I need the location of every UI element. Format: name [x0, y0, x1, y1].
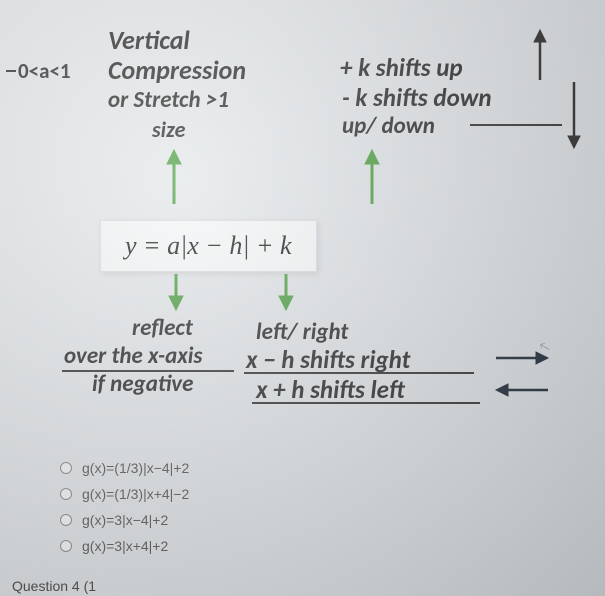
arrow-h-down-icon	[276, 270, 296, 312]
underline-hright	[244, 372, 474, 374]
arrow-left-icon	[492, 380, 552, 400]
radio-icon[interactable]	[60, 514, 72, 526]
reflect-2: over the x-axis	[64, 342, 202, 370]
option-text: g(x)=3|x−4|+2	[82, 512, 168, 528]
option-row[interactable]: g(x)=(1/3)|x−4|+2	[60, 460, 189, 476]
updown: up/ down	[342, 112, 435, 140]
h-right: x − h shifts right	[246, 344, 410, 375]
radio-icon[interactable]	[60, 540, 72, 552]
option-row[interactable]: g(x)=(1/3)|x+4|−2	[60, 486, 189, 502]
reflect-1: reflect	[132, 314, 193, 342]
k-up: + k shifts up	[340, 52, 463, 83]
option-row[interactable]: g(x)=3|x+4|+2	[60, 538, 189, 554]
vertical-label-1: Vertical	[108, 24, 190, 56]
dash-left	[6, 70, 16, 72]
arrow-k-up-icon	[362, 148, 382, 208]
underline-reflect	[62, 370, 234, 372]
line-to-downarrow	[470, 124, 562, 126]
question-cutoff: Question 4 (1	[12, 578, 96, 594]
formula-text: y = a|x − h| + k	[125, 231, 292, 260]
k-down: - k shifts down	[342, 82, 492, 113]
formula-box: y = a|x − h| + k	[100, 220, 317, 272]
option-text: g(x)=(1/3)|x+4|−2	[82, 486, 189, 502]
h-left: x + h shifts left	[256, 374, 405, 405]
a-condition: 0<a<1	[18, 58, 71, 84]
arrow-a-down-icon	[166, 270, 186, 312]
option-row[interactable]: g(x)=3|x−4|+2	[60, 512, 189, 528]
size-label: size	[152, 116, 185, 143]
stretch-label: or Stretch >1	[108, 86, 229, 114]
arrow-a-up-icon	[164, 148, 184, 208]
arrow-up-icon	[530, 28, 550, 83]
option-text: g(x)=3|x+4|+2	[82, 538, 168, 554]
option-text: g(x)=(1/3)|x−4|+2	[82, 460, 189, 476]
vertical-label-2: Compression	[108, 54, 246, 86]
reflect-3: if negative	[92, 370, 193, 398]
leftright-label: left/ right	[256, 318, 348, 346]
radio-icon[interactable]	[60, 488, 72, 500]
answer-options: g(x)=(1/3)|x−4|+2 g(x)=(1/3)|x+4|−2 g(x)…	[60, 460, 189, 564]
arrow-down-icon	[564, 78, 584, 150]
underline-hleft	[252, 402, 480, 404]
radio-icon[interactable]	[60, 462, 72, 474]
